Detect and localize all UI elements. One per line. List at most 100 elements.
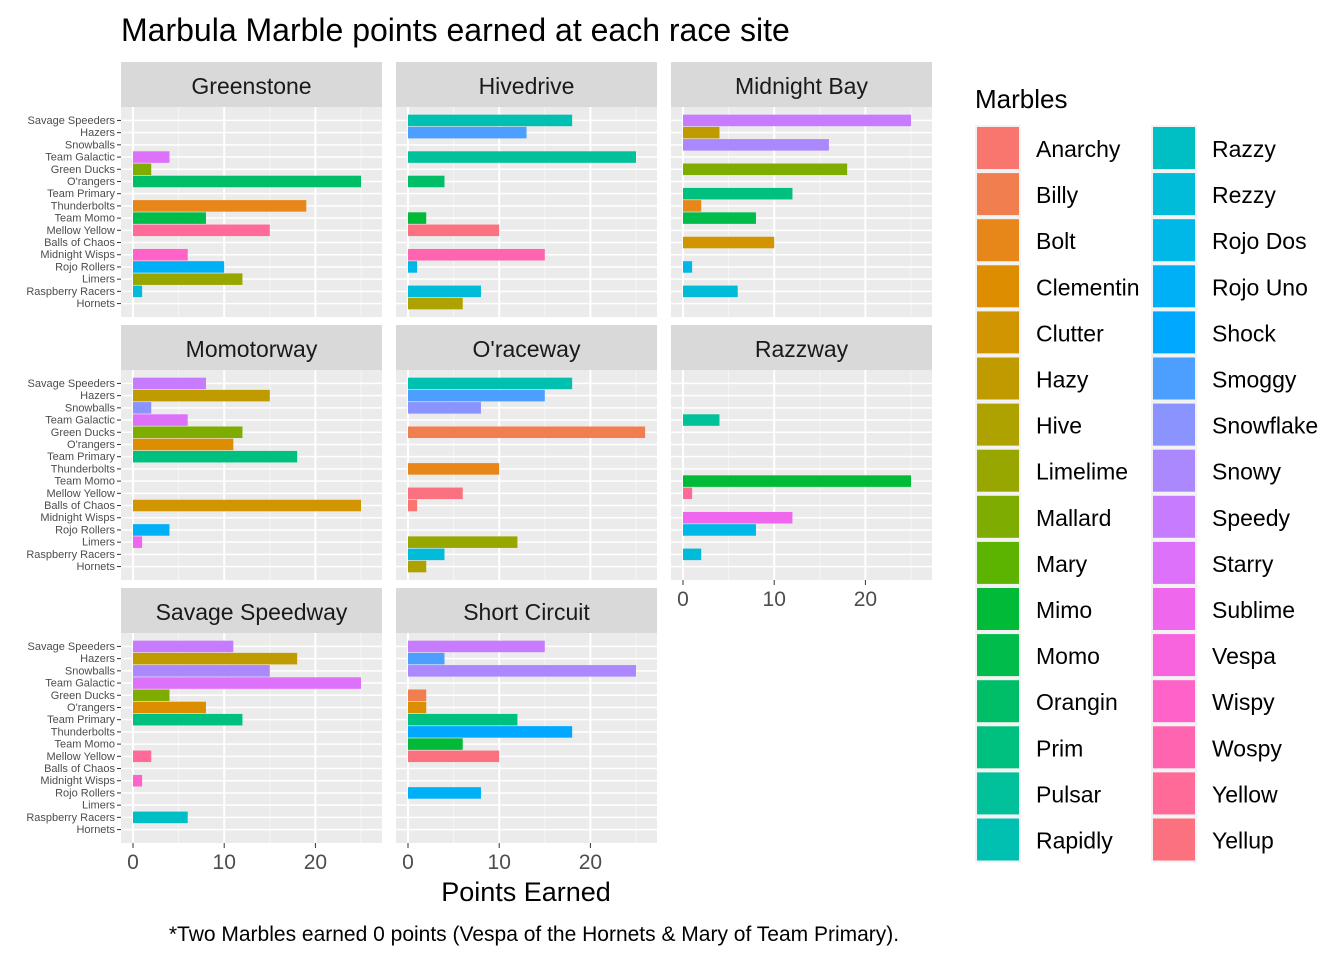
legend-label: Rapidly bbox=[1036, 828, 1113, 854]
y-tick-label: Balls of Chaos bbox=[44, 500, 115, 512]
y-tick-label: Savage Speeders bbox=[28, 378, 116, 390]
legend-key bbox=[1153, 219, 1195, 262]
y-tick-label: Limers bbox=[82, 537, 116, 549]
bar bbox=[408, 787, 481, 799]
legend-key bbox=[977, 588, 1019, 630]
legend: Anarchy Billy Bolt Clementin Clutter Hazy Hive… bbox=[975, 125, 1318, 863]
legend-label: Rojo Uno bbox=[1212, 274, 1308, 300]
chart-title: Marbula Marble points earned at each rac… bbox=[121, 12, 790, 48]
legend-label: Mimo bbox=[1036, 597, 1092, 623]
legend-key bbox=[977, 173, 1019, 216]
legend-key bbox=[1153, 449, 1195, 492]
legend-key bbox=[977, 726, 1019, 769]
y-tick-label: Hornets bbox=[76, 561, 115, 573]
bar bbox=[408, 738, 463, 750]
legend-label: Snowflake bbox=[1212, 413, 1318, 439]
y-tick-label: Hazers bbox=[80, 127, 115, 139]
bar bbox=[133, 701, 206, 714]
bar bbox=[683, 126, 720, 139]
facet-strip-label: Short Circuit bbox=[463, 599, 590, 625]
y-tick-label: Team Momo bbox=[54, 476, 115, 488]
y-tick-label: Green Ducks bbox=[51, 427, 116, 439]
y-tick-label: Hazers bbox=[80, 390, 115, 402]
bar bbox=[408, 248, 545, 261]
bar bbox=[683, 414, 720, 426]
bar bbox=[133, 774, 143, 787]
y-tick-label: Rojo Rollers bbox=[55, 524, 115, 536]
bar bbox=[408, 402, 481, 414]
bar bbox=[133, 163, 152, 176]
x-axis-title: Points Earned bbox=[441, 877, 611, 907]
bar bbox=[683, 200, 702, 212]
bar bbox=[133, 438, 234, 451]
y-tick-label: Mellow Yellow bbox=[47, 751, 116, 763]
facet-strip bbox=[121, 325, 382, 370]
bar bbox=[683, 212, 756, 224]
bar bbox=[133, 175, 361, 188]
bar bbox=[683, 261, 693, 273]
bar bbox=[683, 163, 848, 176]
bar bbox=[408, 261, 418, 273]
bar bbox=[408, 285, 481, 298]
facet-strip bbox=[396, 325, 657, 370]
bar bbox=[683, 548, 702, 561]
panel-background bbox=[121, 107, 382, 317]
y-tick-label: Team Galactic bbox=[45, 152, 115, 164]
legend-key bbox=[1153, 357, 1195, 400]
bar bbox=[408, 726, 573, 738]
y-tick-label: Midnight Wisps bbox=[40, 775, 115, 787]
legend-key bbox=[977, 495, 1019, 538]
legend-key bbox=[977, 680, 1019, 723]
legend-label: Rezzy bbox=[1212, 182, 1276, 208]
legend-key bbox=[977, 772, 1019, 815]
y-tick-label: O'rangers bbox=[67, 176, 115, 188]
legend-label: Orangin bbox=[1036, 689, 1118, 715]
bar bbox=[408, 652, 445, 665]
bar bbox=[133, 248, 188, 261]
y-tick-label: Thunderbolts bbox=[51, 726, 116, 738]
bar bbox=[408, 487, 463, 500]
facet-panel: Midnight Bay bbox=[671, 62, 932, 317]
bar bbox=[133, 689, 170, 702]
legend-label: Yellow bbox=[1212, 781, 1278, 807]
bar bbox=[683, 487, 693, 500]
panel-background bbox=[671, 370, 932, 580]
legend-key bbox=[977, 541, 1019, 584]
legend-label: Clementin bbox=[1036, 274, 1140, 300]
x-tick-label: 10 bbox=[213, 851, 236, 874]
bar bbox=[408, 175, 445, 188]
bar bbox=[133, 450, 298, 463]
x-tick-label: 0 bbox=[127, 851, 139, 874]
y-tick-label: Balls of Chaos bbox=[44, 237, 115, 249]
bar bbox=[133, 224, 270, 237]
y-tick-label: Hornets bbox=[76, 824, 115, 836]
bar bbox=[408, 463, 500, 475]
y-tick-label: Team Primary bbox=[47, 188, 115, 200]
panel-background bbox=[396, 633, 657, 843]
legend-key bbox=[1153, 403, 1195, 446]
legend-key bbox=[977, 818, 1019, 861]
facet-strip bbox=[396, 588, 657, 633]
facet-strip bbox=[121, 588, 382, 633]
legend-label: Hazy bbox=[1036, 367, 1089, 393]
facet-strip-label: Momotorway bbox=[186, 336, 318, 362]
legend-label: Hive bbox=[1036, 413, 1082, 439]
legend-label: Yellup bbox=[1212, 828, 1274, 854]
bar bbox=[133, 536, 143, 548]
legend-label: Wispy bbox=[1212, 689, 1275, 715]
legend-key bbox=[1153, 588, 1195, 630]
bar bbox=[408, 713, 518, 726]
facet-strip bbox=[671, 62, 932, 107]
legend-label: Limelime bbox=[1036, 459, 1128, 485]
bar bbox=[408, 389, 545, 402]
facet-panel: O'raceway bbox=[396, 325, 657, 580]
bar bbox=[133, 273, 243, 285]
bar bbox=[133, 677, 361, 689]
legend-key bbox=[1153, 311, 1195, 354]
legend-key bbox=[1153, 680, 1195, 723]
y-tick-label: Mellow Yellow bbox=[47, 225, 116, 237]
legend-label: Mallard bbox=[1036, 505, 1111, 531]
legend-label: Smoggy bbox=[1212, 367, 1297, 393]
bar bbox=[408, 114, 573, 127]
bar bbox=[133, 665, 270, 677]
